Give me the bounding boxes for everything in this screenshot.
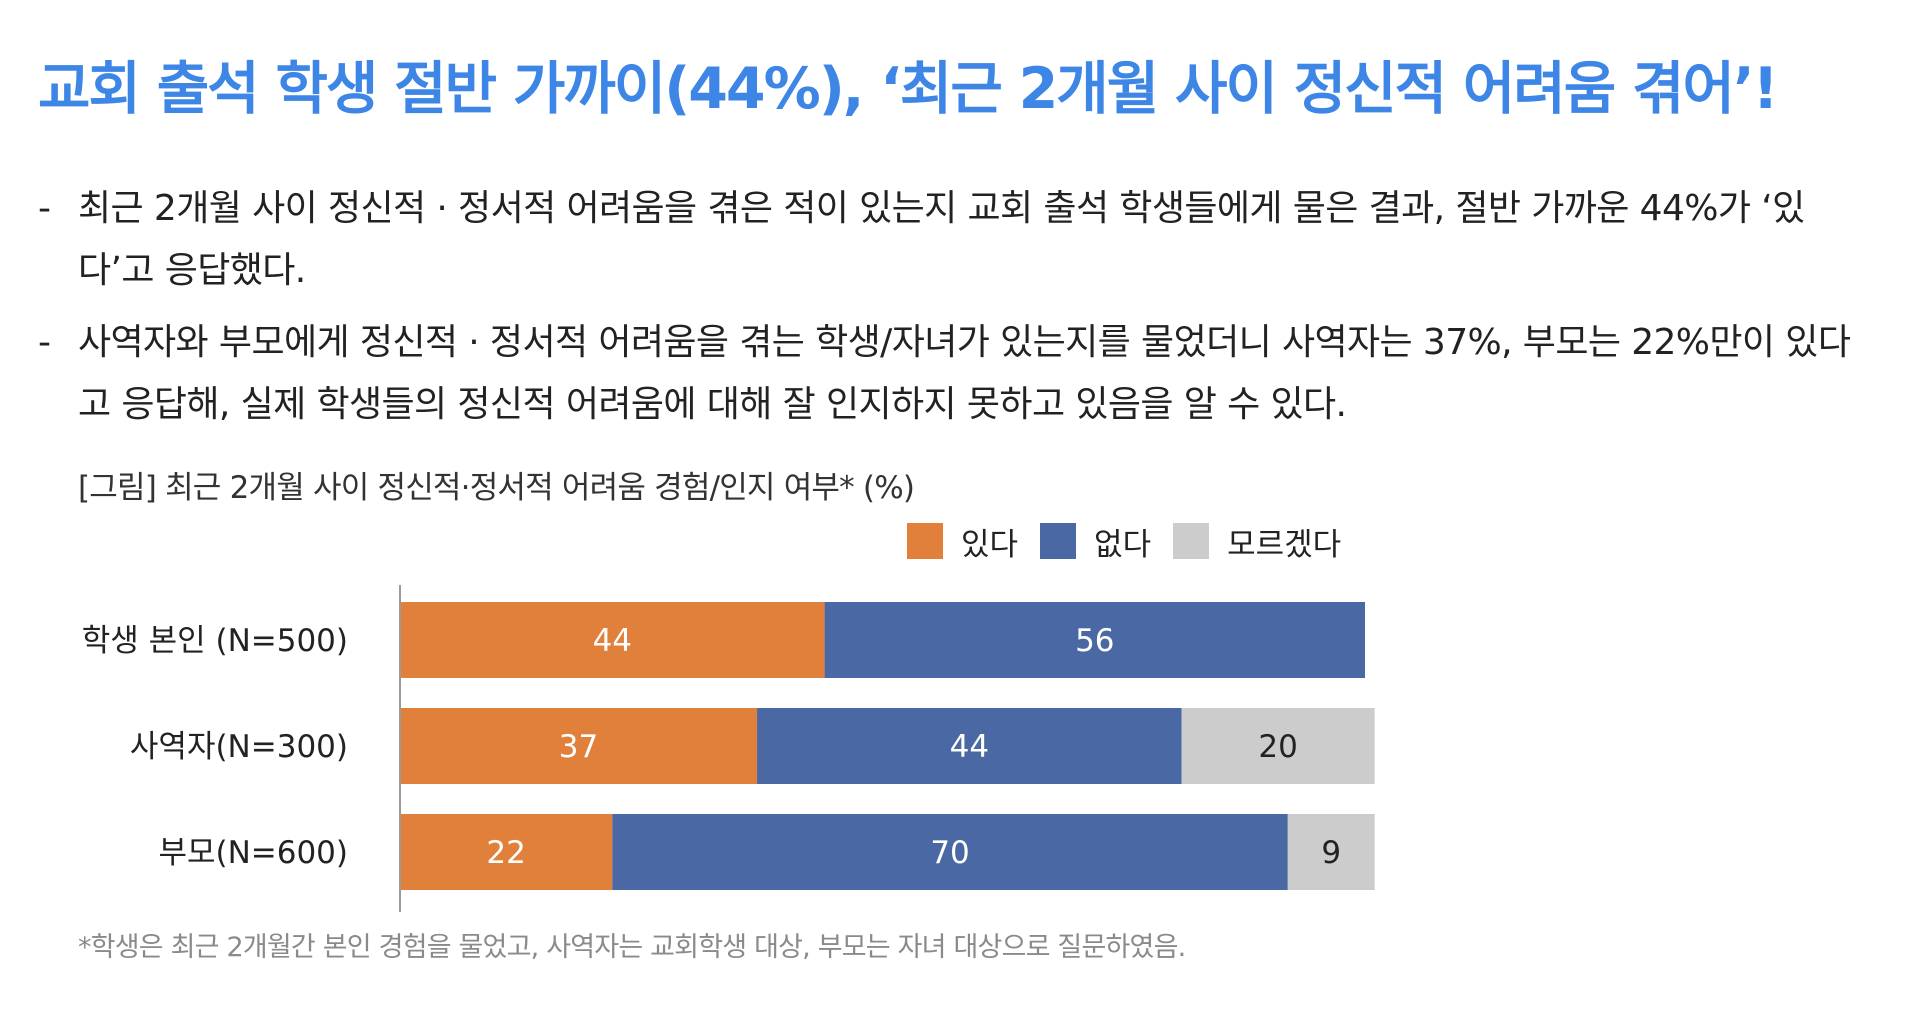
data-label-row1-series1: 44 [593, 623, 632, 659]
legend-swatch-dont-know [1173, 523, 1210, 559]
bullet-dash: - [38, 322, 51, 363]
bar-segment-row3-series1 [400, 814, 613, 890]
bar-segment-row3-series3 [1287, 814, 1375, 890]
bar-segment-row3-series2 [612, 814, 1288, 890]
bar-segment-row1-series2 [824, 602, 1365, 678]
footnote: *학생은 최근 2개월간 본인 경험을 물었고, 사역자는 교회학생 대상, 부… [78, 932, 1186, 963]
legend-label-dont-know: 모르겠다 [1227, 526, 1342, 563]
data-label-row2-series1: 37 [559, 729, 598, 765]
chart-legend: 있다 없다 모르겠다 [907, 519, 1363, 564]
summary-bullet-1: - 최근 2개월 사이 정신적 · 정서적 어려움을 겪은 적이 있는지 교회 … [38, 178, 1878, 302]
data-label-row3-series2: 70 [930, 835, 969, 871]
bar-segment-row2-series2 [757, 708, 1182, 784]
data-label-row2-series2: 44 [950, 729, 989, 765]
data-label-row1-series2: 56 [1075, 623, 1114, 659]
bar-segment-row1-series1 [400, 602, 825, 678]
legend-label-yes: 있다 [961, 526, 1019, 563]
data-label-row3-series3: 9 [1321, 835, 1341, 871]
data-label-row3-series1: 22 [486, 835, 525, 871]
category-label-1: 학생 본인 (N=500) [82, 623, 348, 659]
category-label-3: 부모(N=600) [158, 835, 348, 871]
figure-caption: [그림] 최근 2개월 사이 정신적·정서적 어려움 경험/인지 여부* (%) [78, 470, 915, 506]
page-headline: 교회 출석 학생 절반 가까이(44%), ‘최근 2개월 사이 정신적 어려움… [38, 56, 1779, 122]
bar-segment-row2-series3 [1181, 708, 1375, 784]
bar-segment-row2-series1 [400, 708, 758, 784]
legend-swatch-no [1040, 523, 1077, 559]
legend-item-no: 없다 [1040, 519, 1151, 564]
legend-swatch-yes [907, 523, 943, 559]
data-label-row2-series3: 20 [1258, 729, 1297, 765]
category-label-2: 사역자(N=300) [130, 729, 348, 765]
legend-item-yes: 있다 [907, 519, 1018, 564]
summary-bullet-2: - 사역자와 부모에게 정신적 · 정서적 어려움을 겪는 학생/자녀가 있는지… [38, 312, 1878, 436]
bullet-text: 최근 2개월 사이 정신적 · 정서적 어려움을 겪은 적이 있는지 교회 출석… [78, 188, 1805, 291]
legend-label-no: 없다 [1094, 526, 1152, 563]
bullet-dash: - [38, 188, 51, 229]
summary-bullets: - 최근 2개월 사이 정신적 · 정서적 어려움을 겪은 적이 있는지 교회 … [38, 178, 1878, 446]
bullet-text: 사역자와 부모에게 정신적 · 정서적 어려움을 겪는 학생/자녀가 있는지를 … [78, 322, 1851, 425]
legend-item-dont-know: 모르겠다 [1173, 519, 1341, 564]
